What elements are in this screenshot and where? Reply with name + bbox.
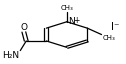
Text: H₂N: H₂N [2,51,19,60]
Text: I⁻: I⁻ [111,22,120,32]
Text: +: + [73,16,79,25]
Text: N: N [69,17,75,26]
Text: CH₃: CH₃ [60,5,73,11]
Text: O: O [20,23,27,32]
Text: CH₃: CH₃ [103,35,115,41]
